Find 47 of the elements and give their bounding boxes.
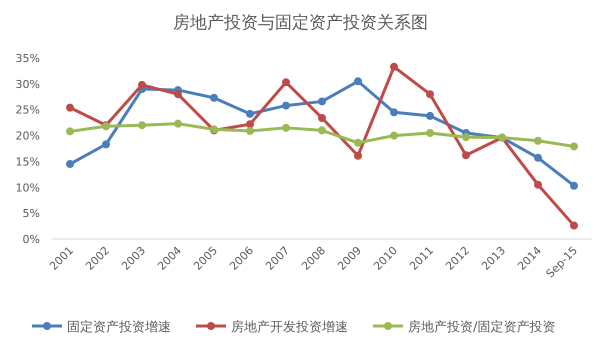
y-tick-label: 30% — [16, 78, 40, 91]
point — [390, 132, 398, 140]
y-tick-label: 5% — [22, 207, 40, 220]
point — [246, 120, 254, 128]
y-tick-label: 10% — [16, 181, 40, 194]
y-tick-label: 25% — [16, 104, 40, 117]
point — [174, 90, 182, 98]
point — [354, 152, 362, 160]
point — [426, 112, 434, 120]
point — [138, 121, 146, 130]
y-tick-label: 35% — [16, 52, 40, 65]
point — [426, 90, 434, 98]
point — [102, 140, 110, 148]
point — [66, 127, 74, 136]
point — [534, 154, 542, 162]
point — [318, 97, 326, 106]
point — [318, 126, 326, 134]
chart-title: 房地产投资与固定资产投资关系图 — [173, 13, 428, 32]
y-tick-label: 0% — [22, 233, 40, 246]
point — [534, 180, 542, 189]
legend-label: 固定资产投资增速 — [67, 320, 171, 335]
point — [246, 126, 254, 135]
point — [66, 104, 74, 112]
point — [282, 102, 290, 110]
point — [174, 120, 182, 128]
point — [570, 222, 578, 230]
y-tick-label: 20% — [16, 130, 40, 143]
point — [246, 110, 254, 118]
point — [390, 62, 398, 71]
point — [210, 94, 218, 102]
point — [570, 182, 578, 190]
legend-label: 房地产开发投资增速 — [231, 319, 348, 335]
legend-label: 房地产投资/固定资产投资 — [408, 319, 556, 335]
point — [426, 128, 434, 137]
point — [318, 114, 326, 122]
point — [354, 138, 362, 147]
point — [462, 151, 470, 160]
point — [462, 133, 470, 142]
y-tick-label: 15% — [16, 155, 40, 168]
point — [534, 136, 542, 145]
point — [354, 77, 362, 86]
point — [282, 78, 290, 86]
point — [282, 124, 290, 132]
point — [138, 80, 146, 89]
point — [390, 108, 398, 116]
point — [66, 160, 74, 168]
point — [570, 142, 578, 150]
